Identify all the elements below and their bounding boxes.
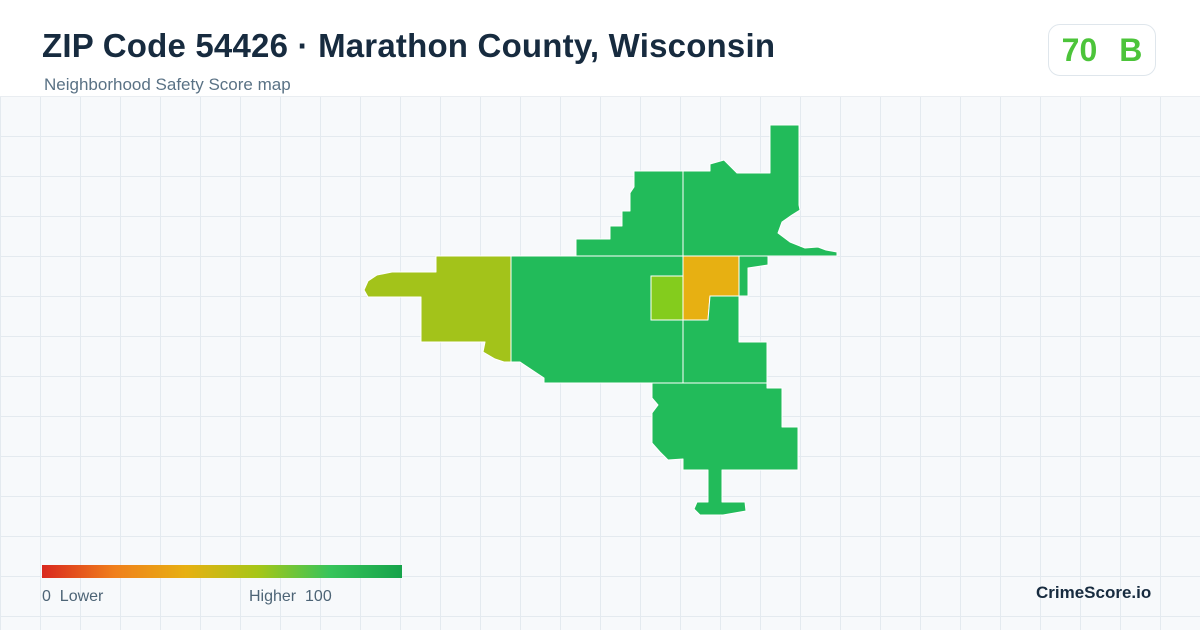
legend-max-value: 100 [305,588,332,605]
brand-logo-text: CrimeScore.io [1036,583,1152,602]
score-grade: B [1119,31,1143,68]
legend-max-label: Higher [249,588,297,605]
score-value: 70 [1061,31,1098,68]
map-region-south [651,382,799,516]
page-subtitle: Neighborhood Safety Score map [44,75,291,94]
page-header: ZIP Code 54426 · Marathon County, Wiscon… [0,0,1200,97]
legend-color-scale [42,565,402,578]
map-region-north-west [575,170,684,257]
legend-high-label: Higher 100 [249,588,332,606]
map-region-east [682,255,769,384]
page-title: ZIP Code 54426 · Marathon County, Wiscon… [42,27,776,64]
legend-min-value: 0 [42,588,51,605]
legend-min-label: Lower [59,588,104,605]
legend-low-label: 0 Lower [42,588,103,606]
map-region-west [363,255,512,363]
safety-score-badge: 70 B [1048,24,1156,76]
map-region-north-east [682,124,838,257]
map-region-small-center [650,275,684,321]
